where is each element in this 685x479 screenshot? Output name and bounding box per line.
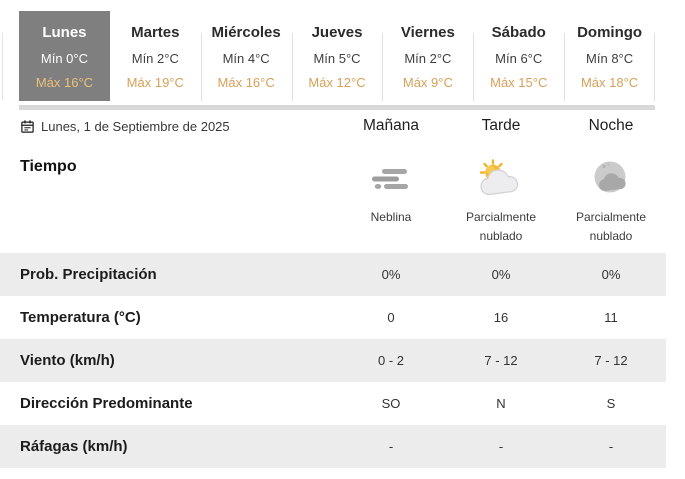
week-tabbar: Lunes Mín 0°C Máx 16°C Martes Mín 2°C Má…: [19, 11, 656, 101]
tab-max-label: Máx 9°C: [402, 75, 453, 90]
tab-max-label: Máx 16°C: [35, 75, 94, 90]
tab-domingo[interactable]: Domingo Mín 8°C Máx 18°C: [564, 11, 656, 101]
table-row-precipitacion: Prob. Precipitación 0% 0% 0%: [0, 253, 666, 296]
tab-martes[interactable]: Martes Mín 2°C Máx 19°C: [109, 11, 201, 101]
cell-value: -: [388, 439, 394, 454]
calendar-icon: [21, 119, 34, 133]
row-label: Ráfagas (km/h): [20, 438, 128, 455]
tab-day-label: Domingo: [577, 24, 643, 41]
tab-min-label: Mín 0°C: [40, 51, 88, 66]
cell-value: 0%: [491, 267, 511, 282]
tab-day-label: Jueves: [311, 24, 363, 41]
row-label: Viento (km/h): [20, 352, 115, 369]
widget-left-border: [2, 33, 3, 100]
tab-day-label: Miércoles: [211, 24, 281, 41]
partly-cloudy-day-icon: [479, 159, 519, 196]
tab-max-label: Máx 12°C: [308, 75, 366, 90]
tab-max-label: Máx 15°C: [490, 75, 548, 90]
cell-value: 0: [387, 310, 395, 325]
tab-day-label: Viernes: [400, 24, 455, 41]
cell-value: SO: [381, 396, 401, 411]
weather-cell-manana: Neblina: [336, 155, 446, 245]
table-row-temperatura: Temperatura (°C) 0 16 11: [0, 296, 666, 339]
tab-max-label: Máx 18°C: [580, 75, 639, 90]
current-date-label: Lunes, 1 de Septiembre de 2025: [41, 118, 230, 134]
table-row-direccion: Dirección Predominante SO N S: [0, 382, 666, 425]
cell-value: 0%: [601, 267, 621, 282]
date-bar: Lunes, 1 de Septiembre de 2025: [0, 119, 336, 134]
cell-value: 7 - 12: [484, 353, 518, 368]
weather-cell-tarde: Parcialmente nublado: [446, 155, 556, 245]
tab-min-label: Mín 4°C: [222, 51, 270, 66]
cell-value: N: [496, 396, 506, 411]
cell-value: S: [606, 396, 616, 411]
partly-cloudy-night-icon: [594, 161, 626, 193]
column-header-tarde: Tarde: [481, 117, 521, 134]
row-label: Dirección Predominante: [20, 395, 193, 412]
column-header-noche: Noche: [588, 117, 634, 134]
tab-min-label: Mín 5°C: [313, 51, 361, 66]
cell-value: 0%: [381, 267, 401, 282]
tab-min-label: Mín 2°C: [404, 51, 452, 66]
tab-min-label: Mín 2°C: [131, 51, 179, 66]
table-row-viento: Viento (km/h) 0 - 2 7 - 12 7 - 12: [0, 339, 666, 382]
fog-icon: [372, 169, 408, 189]
tab-sabado[interactable]: Sábado Mín 6°C Máx 15°C: [473, 11, 565, 101]
tab-lunes[interactable]: Lunes Mín 0°C Máx 16°C: [19, 11, 110, 101]
cell-value: -: [498, 439, 504, 454]
tab-day-label: Lunes: [42, 24, 87, 41]
weather-cell-noche: Parcialmente nublado: [556, 155, 666, 245]
tab-miercoles[interactable]: Miércoles Mín 4°C Máx 16°C: [200, 11, 292, 101]
cell-value: 16: [493, 310, 509, 325]
tabbar-bottom-shadow: [19, 105, 655, 110]
day-header-row: Lunes, 1 de Septiembre de 2025 Mañana Ta…: [0, 117, 666, 135]
cell-value: 7 - 12: [594, 353, 628, 368]
cell-value: -: [608, 439, 614, 454]
tab-day-label: Martes: [131, 24, 180, 41]
tab-viernes[interactable]: Viernes Mín 2°C Máx 9°C: [382, 11, 474, 101]
column-header-manana: Mañana: [362, 117, 419, 134]
tab-max-label: Máx 16°C: [217, 75, 275, 90]
cell-value: 11: [604, 310, 618, 325]
weather-condition-label: Neblina: [370, 210, 412, 224]
tab-max-label: Máx 19°C: [126, 75, 184, 90]
tab-min-label: Mín 8°C: [586, 51, 634, 66]
tab-min-label: Mín 6°C: [495, 51, 543, 66]
weather-row: Tiempo Neblina: [0, 155, 666, 245]
tab-jueves[interactable]: Jueves Mín 5°C Máx 12°C: [291, 11, 383, 101]
row-label: Temperatura (°C): [20, 309, 141, 326]
table-row-rafagas: Ráfagas (km/h) - - -: [0, 425, 666, 468]
weather-row-label: Tiempo: [20, 158, 77, 175]
tab-day-label: Sábado: [491, 24, 546, 41]
weather-condition-label: Parcialmente nublado: [575, 210, 647, 243]
cell-value: 0 - 2: [377, 353, 404, 368]
weather-condition-label: Parcialmente nublado: [465, 210, 537, 243]
forecast-table: Prob. Precipitación 0% 0% 0% Temperatura…: [0, 253, 666, 468]
row-label: Prob. Precipitación: [20, 266, 157, 283]
